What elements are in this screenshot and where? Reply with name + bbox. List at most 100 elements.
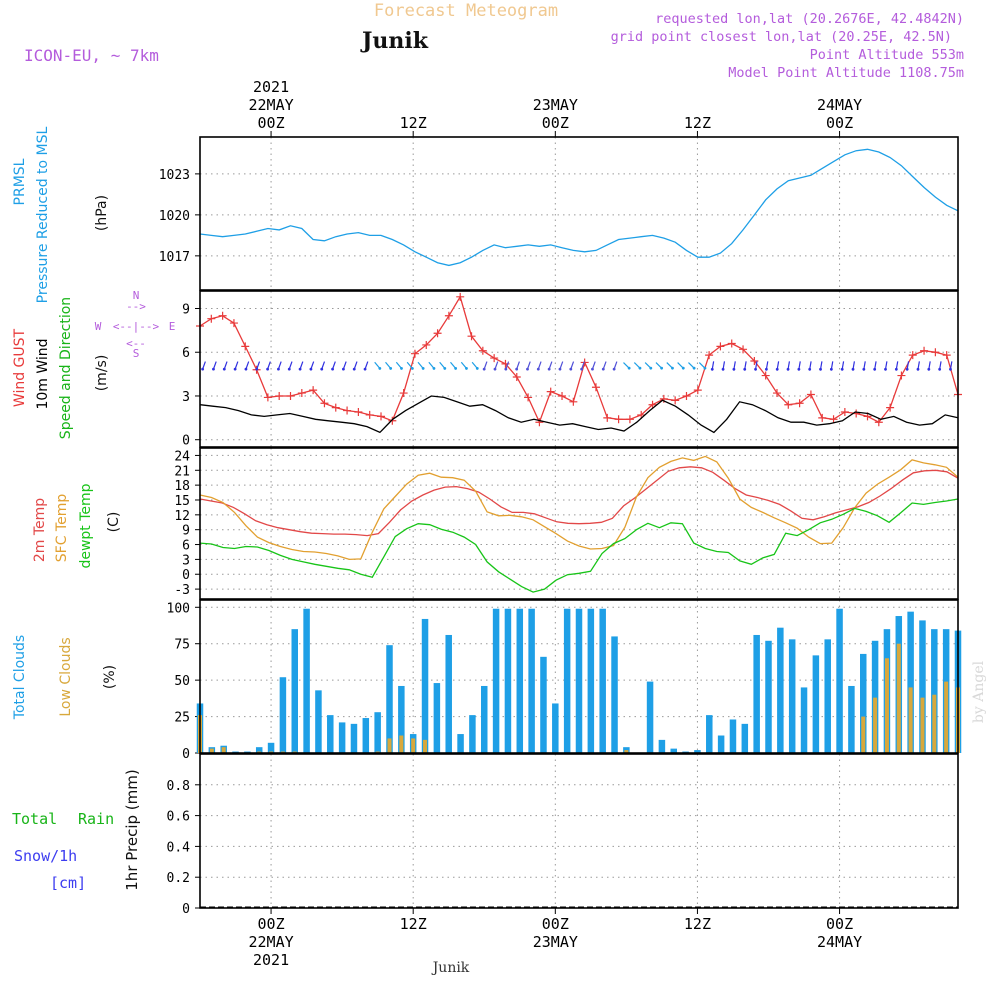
total-cloud-bar	[563, 608, 571, 753]
compass-w: W	[95, 320, 102, 333]
time-label: 12Z	[400, 114, 427, 132]
low-cloud-bar	[932, 694, 937, 753]
wind-arrow-head	[432, 367, 436, 370]
panel-frame	[199, 290, 959, 448]
total-cloud-bar	[350, 723, 358, 753]
gust-marker	[886, 403, 895, 412]
wind-arrow-head	[710, 367, 714, 371]
10m-wind-line	[199, 395, 959, 434]
gust-marker	[705, 351, 714, 360]
total-cloud-bar	[931, 629, 938, 753]
gust-marker	[478, 346, 487, 355]
total-cloud-bar	[575, 608, 583, 753]
total-cloud-bar	[812, 655, 820, 753]
panel-frame	[199, 599, 959, 754]
gust-marker	[546, 387, 555, 396]
wind-arrow-head	[884, 367, 887, 371]
total-cloud-bar	[386, 645, 393, 753]
wind-arrow-head	[342, 367, 345, 371]
wind-arrow-head	[331, 367, 334, 371]
2m-temp-line	[199, 466, 959, 537]
low-cloud-bar	[399, 735, 404, 753]
time-label: 00Z	[826, 915, 853, 933]
total-cloud-bar	[374, 712, 381, 753]
gust-marker	[920, 346, 929, 355]
ytick-label: 0	[182, 568, 190, 583]
prmsl-label: PRMSL	[12, 158, 28, 205]
requested-coords: requested lon,lat (20.2676E, 42.4842N)	[655, 11, 964, 27]
panel-frame	[199, 136, 959, 291]
wind-arrow-head	[591, 367, 594, 371]
ytick-label: 0.6	[167, 810, 190, 825]
total-cloud-bar	[457, 734, 464, 753]
wind-arrow-head	[681, 366, 685, 370]
ytick-label: 0	[182, 434, 190, 449]
ytick-label: 0	[182, 902, 190, 917]
wind-arrow-head	[233, 367, 237, 371]
total-cloud-bar	[433, 683, 441, 753]
time-label: 23MAY	[533, 933, 578, 951]
wind-arrow-head	[465, 367, 468, 370]
total-cloud-bar	[824, 639, 831, 753]
low-cloud-bar	[920, 697, 925, 753]
wind-arrow-head	[255, 367, 259, 371]
ytick-label: 50	[174, 674, 190, 689]
total-cloud-bar	[469, 715, 476, 753]
wind-arrow-head	[660, 366, 664, 370]
low-cloud-bar	[209, 748, 214, 753]
wind-arrow-head	[703, 366, 707, 370]
gust-marker	[625, 415, 634, 424]
wind-arrow-head	[421, 367, 425, 370]
total-cloud-bar	[919, 620, 926, 753]
wind-arrow-head	[266, 367, 270, 371]
wind-arrow-head	[775, 367, 779, 371]
gust-marker	[750, 356, 759, 365]
wind-arrow-head	[298, 367, 302, 371]
gust-marker	[591, 383, 600, 392]
wind-unit: (m/s)	[94, 355, 110, 392]
compass-ns-arrow-top: -->	[126, 300, 146, 313]
ytick-label: 75	[174, 638, 190, 653]
gust-marker	[693, 386, 702, 395]
wind-dir-label: Speed and Direction	[58, 297, 74, 439]
snow-unit-label: [cm]	[50, 874, 86, 892]
gust-marker	[682, 391, 691, 400]
total-precip-label: Total	[12, 810, 57, 828]
compass-s: S	[133, 347, 140, 360]
compass-e: E	[169, 320, 176, 333]
total-cloud-bar	[871, 640, 879, 753]
total-cloud-bar	[694, 750, 701, 753]
wind-arrow-head	[580, 367, 584, 371]
gust-marker	[456, 292, 465, 301]
wind-arrow-head	[287, 367, 291, 371]
gust-marker	[942, 351, 951, 360]
gust-marker	[931, 348, 940, 357]
wind-arrow-head	[916, 367, 920, 371]
gust-marker	[727, 339, 736, 348]
wind-arrow-head	[797, 367, 801, 371]
dewpt-label: dewpt Temp	[78, 483, 94, 568]
total-cloud-bar	[788, 639, 796, 753]
point-altitude: Point Altitude 553m	[810, 47, 964, 63]
low-cloud-bar	[411, 738, 416, 753]
total-cloud-bar	[611, 636, 618, 753]
total-cloud-bar	[445, 634, 452, 753]
wind-arrow-head	[638, 366, 642, 370]
gust-marker	[558, 391, 567, 400]
total-cloud-bar	[777, 627, 784, 753]
total-cloud-bar	[670, 748, 677, 753]
wind-arrow-head	[504, 367, 508, 371]
total-cloud-bar	[267, 742, 275, 753]
ytick-label: 24	[174, 449, 190, 464]
wind-arrow-head	[277, 367, 280, 371]
gust-marker	[207, 314, 216, 323]
total-cloud-bar	[504, 608, 512, 753]
wind-gust-line	[199, 295, 959, 424]
model-label: ICON-EU, ~ 7km	[24, 46, 159, 65]
wind-arrow-head	[547, 367, 551, 371]
total-cloud-bar	[362, 718, 370, 753]
low-cloud-bar	[944, 681, 949, 753]
total-cloud-bar	[753, 634, 760, 753]
gust-marker	[433, 329, 442, 338]
